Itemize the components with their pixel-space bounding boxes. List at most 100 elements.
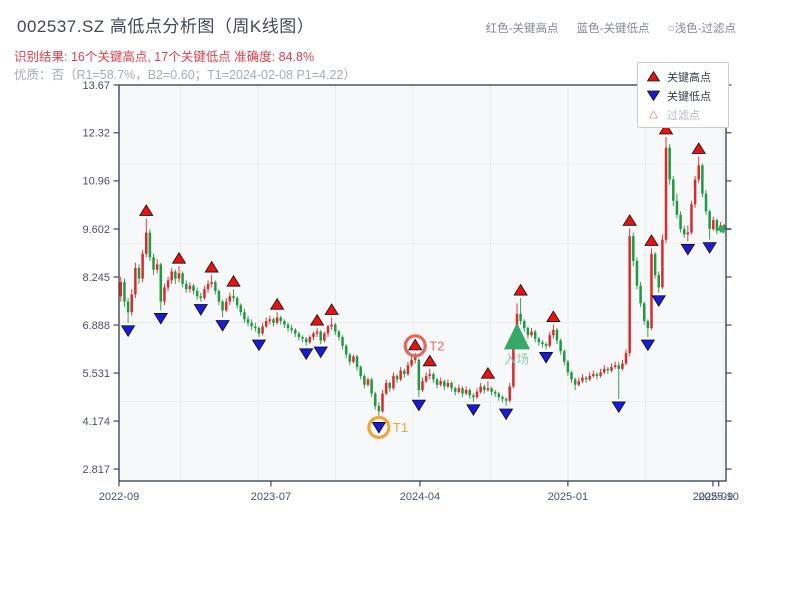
legend-box: 关键高点 关键低点 过滤点: [637, 62, 729, 128]
candle-body: [294, 329, 297, 334]
x-tick-label: 2025-09: [693, 491, 733, 503]
candle-body: [134, 267, 137, 295]
candle-body: [722, 225, 726, 230]
candle-body: [541, 342, 544, 345]
candle-body: [595, 374, 599, 376]
t2-annotation-label: T2: [429, 338, 444, 353]
candle-body: [283, 321, 286, 325]
candle-body: [704, 193, 708, 212]
candle-body: [672, 179, 675, 201]
candle-body: [457, 388, 461, 392]
candle-body: [152, 257, 155, 270]
candle-body: [119, 282, 123, 297]
candle-body: [664, 147, 668, 240]
candle-body: [254, 326, 257, 329]
candle-body: [214, 282, 217, 291]
candle-body: [563, 351, 566, 362]
candle-body: [315, 331, 319, 334]
plot-area: [119, 85, 726, 481]
candle-body: [410, 359, 413, 366]
key-high-marker: [691, 142, 706, 154]
candle-body: [370, 379, 373, 394]
candle-body: [399, 370, 402, 380]
candle-body: [639, 285, 642, 304]
candle-body: [443, 381, 446, 387]
candle-body: [406, 365, 410, 375]
key-high-marker: [139, 204, 154, 216]
key-low-marker: [611, 401, 626, 414]
candle-body: [373, 393, 377, 406]
candle-body: [497, 393, 501, 398]
y-tick-label: 9.602: [82, 224, 110, 236]
x-tick-label: 2025-10: [699, 491, 739, 503]
candle-body: [148, 232, 152, 258]
candle-body: [504, 398, 508, 401]
candle-body: [192, 285, 195, 291]
candle-body: [141, 253, 144, 279]
candle-body: [206, 283, 210, 290]
candle-body: [275, 317, 279, 323]
key-low-marker: [120, 325, 136, 338]
entry-annotation: 入场: [504, 322, 531, 366]
candle-body: [584, 377, 588, 380]
candle-body: [668, 147, 671, 180]
candle-body: [432, 374, 435, 380]
candle-body: [606, 368, 610, 371]
candle-body: [363, 375, 366, 385]
key-high-marker: [226, 274, 241, 287]
candle-body: [341, 336, 344, 346]
candle-body: [526, 328, 530, 336]
candle-body: [686, 232, 690, 235]
candle-body: [301, 336, 304, 339]
candle-body: [610, 367, 613, 371]
candle-body: [366, 379, 370, 385]
candle-body: [628, 236, 631, 353]
candle-body: [395, 375, 399, 380]
key-low-markers: [120, 242, 717, 434]
candle-body: [413, 356, 417, 360]
candle-body: [279, 317, 282, 322]
key-low-marker: [466, 404, 481, 416]
candle-body: [559, 340, 562, 352]
key-high-marker: [422, 354, 437, 367]
candle-body: [428, 374, 432, 376]
candle-body: [479, 386, 482, 392]
candle-body: [123, 282, 126, 302]
x-tick-label: 2022-09: [99, 491, 139, 503]
candle-body: [577, 381, 581, 385]
candle-body: [217, 290, 221, 302]
candle-body: [493, 391, 497, 394]
key-high-marker: [269, 297, 285, 310]
candle-body: [210, 282, 213, 284]
candle-body: [708, 211, 711, 230]
key-low-marker: [193, 304, 208, 316]
candle-body: [392, 375, 395, 389]
legend-label-key-high: 关键高点: [667, 71, 711, 84]
key-high-marker: [658, 122, 674, 135]
candle-body: [646, 321, 650, 329]
candle-body: [235, 298, 239, 306]
legend-item-key-low: 关键低点: [647, 86, 728, 105]
candle-body: [450, 382, 453, 389]
candle-body: [145, 232, 148, 254]
key-low-marker: [371, 422, 387, 434]
candle-body: [377, 405, 381, 412]
candle-body: [486, 388, 490, 391]
key-high-marker: [309, 313, 325, 326]
last-price-arrow-icon: [716, 224, 724, 234]
quality-line: 优质：否（R1=58.7%，B2=0.60；T1=2024-02-08 P1=4…: [14, 68, 356, 82]
candle-body: [573, 379, 577, 385]
legend-item-filtered: 过滤点: [647, 105, 728, 124]
candle-body: [308, 336, 312, 343]
candle-body: [682, 229, 686, 235]
candle-body: [159, 264, 163, 302]
candle-body: [642, 303, 646, 322]
candle-body: [239, 305, 243, 313]
y-tick-label: 2.817: [82, 464, 110, 476]
candle-body: [624, 352, 628, 364]
candle-body: [137, 267, 141, 279]
candles-group: [119, 137, 726, 420]
t1-annotation-circle: [367, 415, 391, 440]
candle-body: [417, 359, 421, 391]
y-tick-label: 12.32: [82, 128, 110, 140]
